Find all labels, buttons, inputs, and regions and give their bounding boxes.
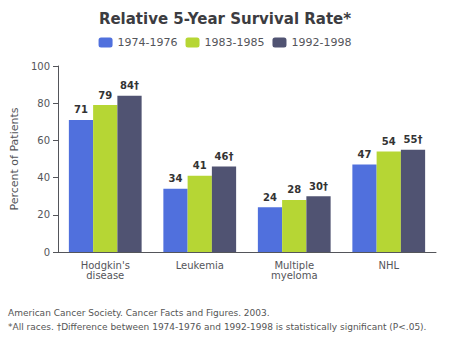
- svg-text:71: 71: [74, 104, 88, 115]
- svg-text:80: 80: [37, 98, 50, 109]
- svg-text:Percent of Patients: Percent of Patients: [8, 107, 21, 210]
- svg-text:20: 20: [37, 209, 50, 220]
- svg-text:30†: 30†: [309, 181, 328, 192]
- svg-text:54: 54: [382, 136, 396, 147]
- svg-text:40: 40: [37, 172, 50, 183]
- svg-text:28: 28: [287, 184, 301, 195]
- svg-text:0: 0: [44, 247, 50, 258]
- svg-text:60: 60: [37, 135, 50, 146]
- svg-text:55†: 55†: [404, 134, 423, 145]
- svg-text:47: 47: [358, 149, 372, 160]
- svg-text:79: 79: [98, 90, 112, 101]
- svg-text:34: 34: [169, 173, 183, 184]
- svg-text:1983-1985: 1983-1985: [205, 36, 265, 49]
- svg-text:American Cancer Society. Cance: American Cancer Society. Cancer Facts an…: [8, 308, 270, 318]
- svg-text:*All races. †Difference betwee: *All races. †Difference between 1974-197…: [8, 322, 426, 332]
- svg-text:Leukemia: Leukemia: [176, 260, 224, 271]
- svg-text:84†: 84†: [120, 80, 139, 91]
- svg-text:disease: disease: [86, 270, 124, 281]
- svg-text:Multiple: Multiple: [274, 259, 315, 271]
- svg-text:1992-1998: 1992-1998: [291, 36, 351, 49]
- svg-text:100: 100: [31, 61, 50, 72]
- svg-text:24: 24: [263, 192, 277, 203]
- svg-text:myeloma: myeloma: [271, 270, 318, 281]
- svg-text:Relative 5-Year Survival Rate*: Relative 5-Year Survival Rate*: [99, 10, 351, 28]
- svg-text:NHL: NHL: [378, 260, 399, 271]
- svg-text:41: 41: [193, 160, 207, 171]
- svg-text:46†: 46†: [215, 151, 234, 162]
- svg-text:Hodgkin's: Hodgkin's: [80, 259, 130, 271]
- svg-text:1974-1976: 1974-1976: [118, 36, 178, 49]
